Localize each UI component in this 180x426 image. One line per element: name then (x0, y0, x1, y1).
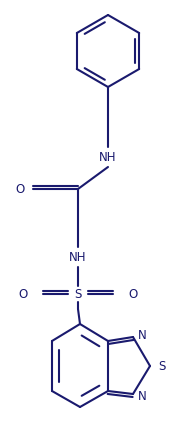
Text: NH: NH (69, 251, 87, 264)
Text: S: S (158, 360, 165, 373)
Text: O: O (128, 288, 137, 301)
Text: S: S (74, 288, 82, 301)
Text: N: N (138, 390, 147, 403)
Text: O: O (19, 288, 28, 301)
Text: O: O (16, 183, 25, 196)
Text: NH: NH (99, 151, 117, 164)
Text: N: N (138, 329, 147, 342)
